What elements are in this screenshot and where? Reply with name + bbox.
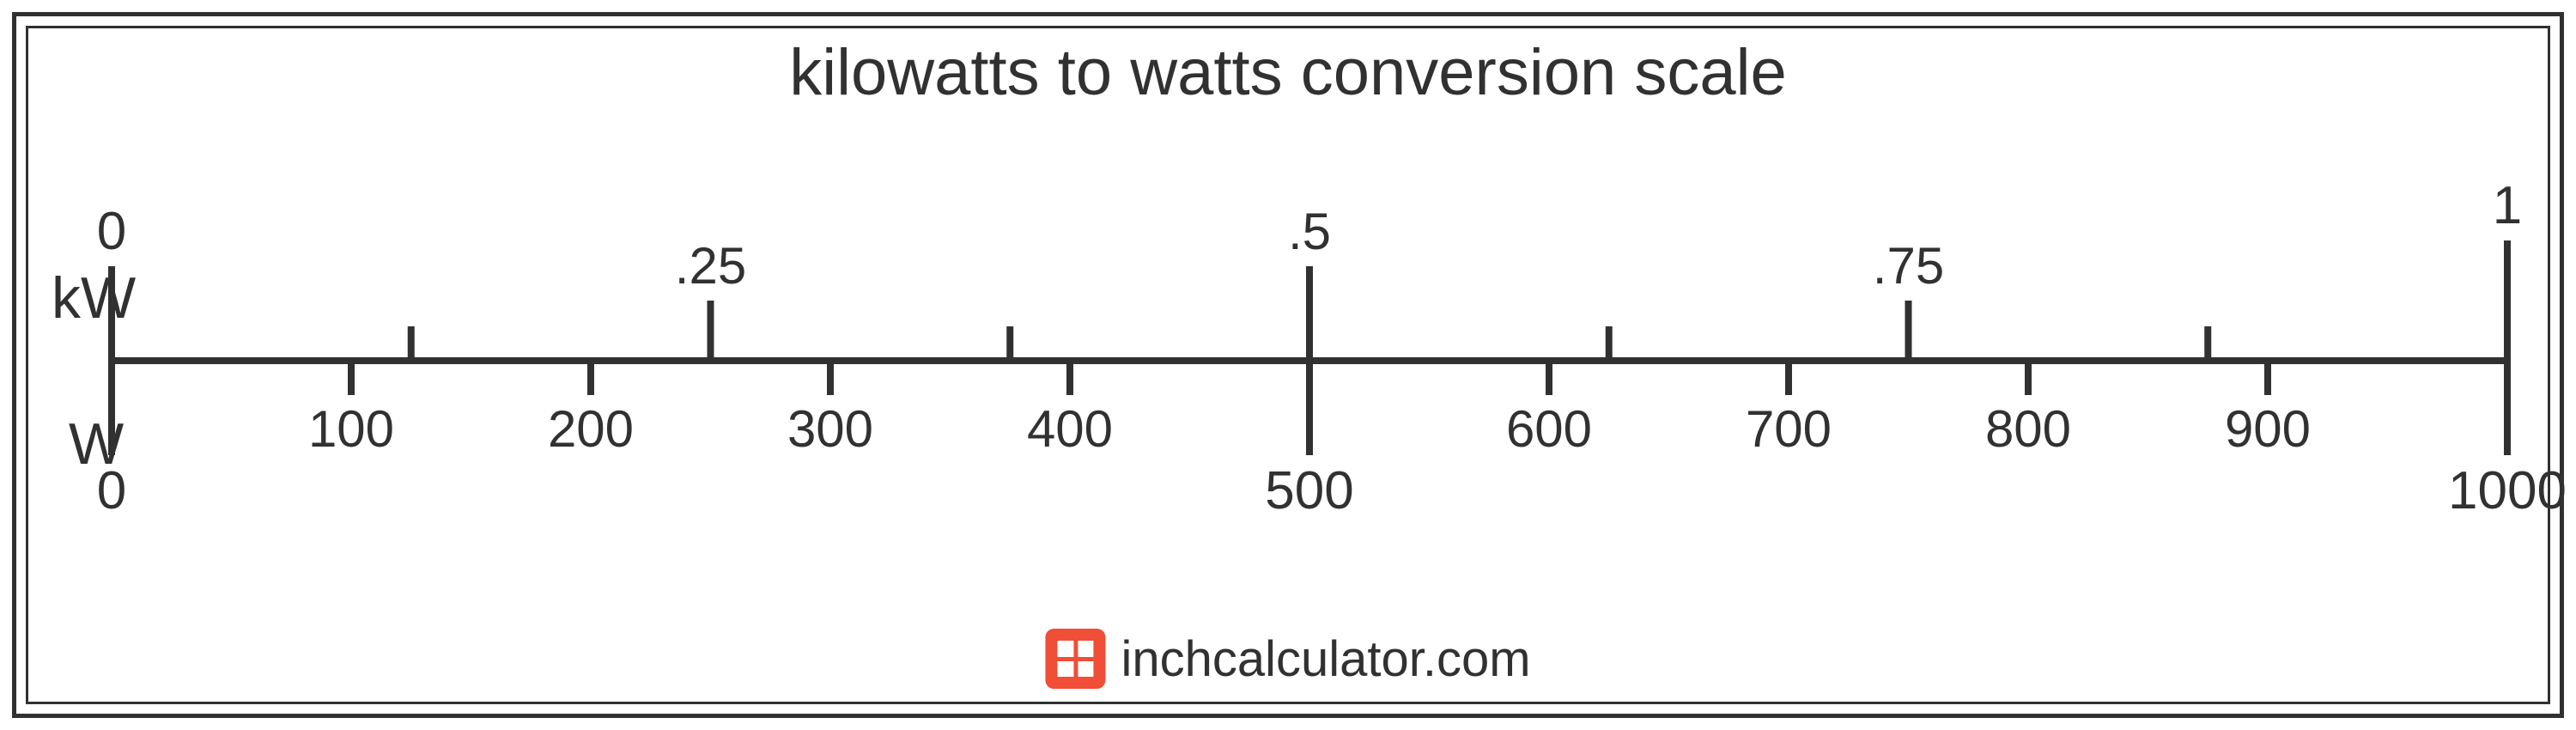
footer-brand-text: inchcalculator.com xyxy=(1121,630,1530,688)
footer: inchcalculator.com xyxy=(1045,629,1530,689)
calculator-icon xyxy=(1045,629,1105,689)
inner-frame xyxy=(26,26,2550,704)
